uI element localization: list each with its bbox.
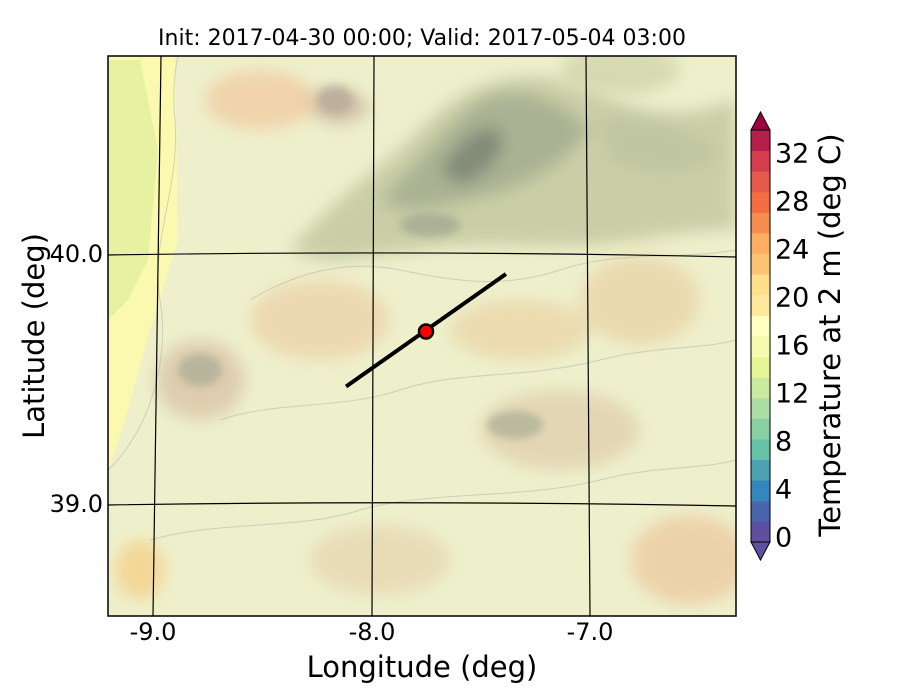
colorbar-tick-label: 8 (775, 426, 793, 458)
colorbar-tick-label: 0 (775, 522, 793, 554)
parallel-39 (108, 502, 736, 507)
x-tick-label: -9.0 (129, 618, 177, 646)
map-area (108, 56, 736, 616)
colorbar-min-extend (750, 541, 771, 562)
colorbar-tick-label: 4 (775, 474, 793, 506)
colorbar-segment (751, 356, 770, 378)
colorbar-segment (751, 171, 770, 193)
colorbar-segment (751, 191, 770, 213)
colorbar-tick-label: 20 (775, 282, 810, 314)
meridian-minus8 (371, 56, 375, 616)
colorbar-segment (751, 233, 770, 255)
colorbar-segment (751, 253, 770, 275)
colorbar-label: Temperature at 2 m (deg C) (813, 133, 847, 537)
colorbar-segment (751, 150, 770, 172)
colorbar-segment (751, 521, 770, 543)
location-marker[interactable] (417, 323, 435, 340)
colorbar-tick-label: 24 (775, 234, 810, 266)
x-tick-label: -7.0 (566, 618, 614, 646)
colorbar-segment (751, 294, 770, 316)
axes-frame (107, 55, 737, 617)
meridian-minus9 (152, 56, 162, 616)
terrain-lows (178, 86, 543, 439)
colorbar-segment (751, 274, 770, 296)
x-axis-label: Longitude (deg) (306, 650, 538, 684)
warm-patches (115, 56, 736, 605)
colorbar-segment (751, 439, 770, 461)
colorbar-segment (751, 480, 770, 502)
colorbar-segment (751, 459, 770, 481)
colorbar-segment (751, 336, 770, 358)
colorbar-tick-label: 32 (775, 138, 810, 170)
y-axis-label: Latitude (deg) (17, 233, 51, 439)
meridian-minus7 (585, 56, 591, 616)
colorbar-tick-label: 28 (775, 186, 810, 218)
y-tick-label: 39.0 (49, 490, 103, 518)
colorbar-segment (751, 377, 770, 399)
colorbar-tick-label: 12 (775, 378, 810, 410)
plot-title: Init: 2017-04-30 00:00; Valid: 2017-05-0… (158, 26, 686, 51)
colorbar-segment (751, 212, 770, 234)
x-tick-label: -8.0 (348, 618, 396, 646)
colorbar-segment (751, 315, 770, 337)
colorbar-tick-label: 16 (775, 330, 810, 362)
parallel-40 (108, 252, 736, 258)
colorbar-segment (751, 130, 770, 152)
graticule (108, 56, 736, 616)
contour-lines (108, 56, 736, 541)
colorbar-segment (751, 418, 770, 440)
colorbar-segment (751, 500, 770, 522)
colorbar-frame (750, 129, 771, 543)
colorbar (750, 110, 771, 562)
colorbar-segment (751, 397, 770, 419)
y-tick-label: 40.0 (49, 240, 103, 268)
colorbar-max-extend (750, 110, 771, 131)
